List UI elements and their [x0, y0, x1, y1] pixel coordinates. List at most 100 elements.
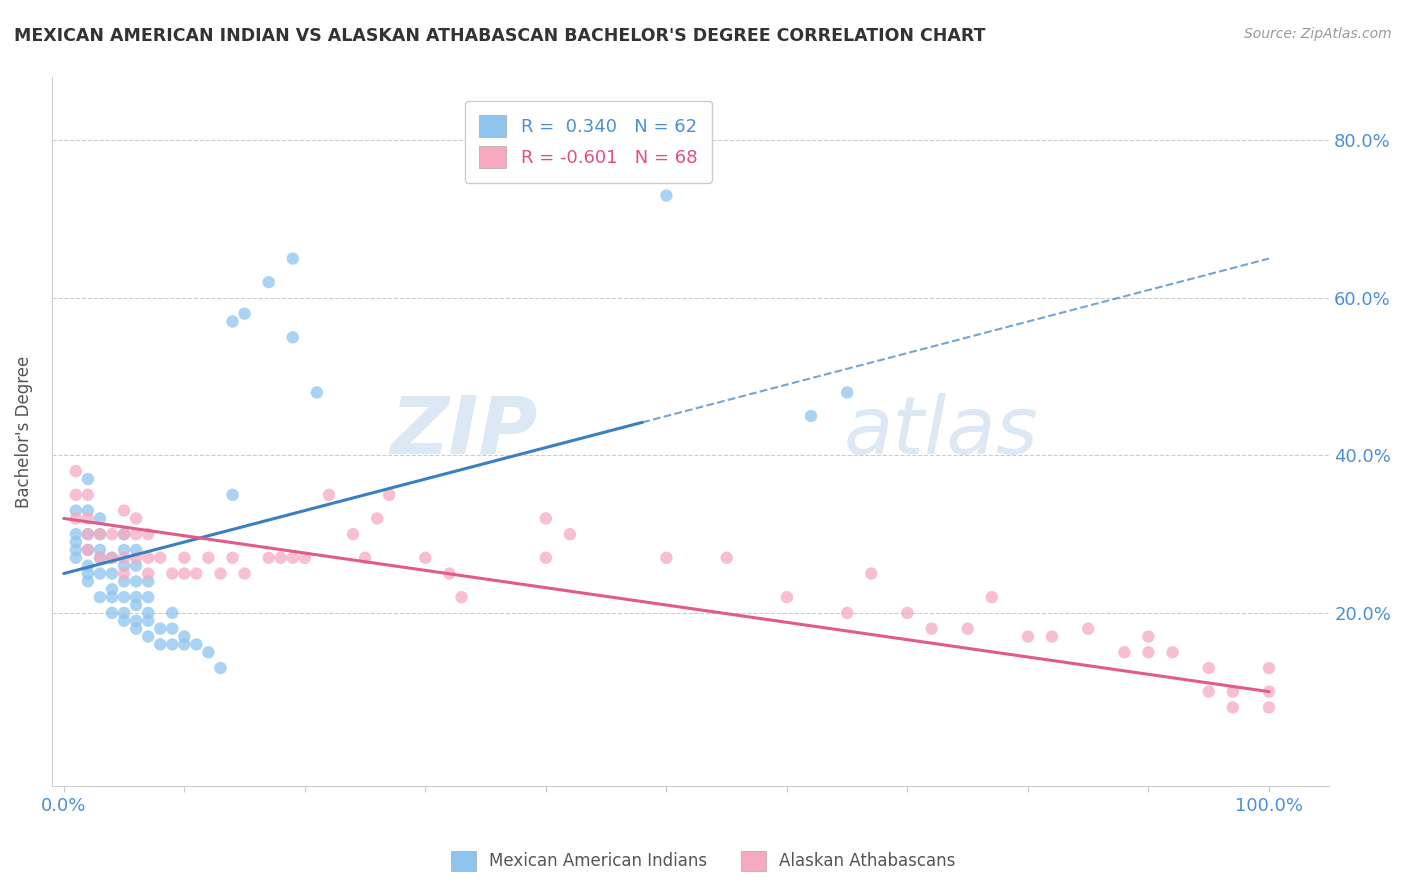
Point — [197, 550, 219, 565]
Point — [112, 590, 135, 604]
Point — [77, 566, 100, 581]
Point — [837, 385, 859, 400]
Point — [101, 606, 124, 620]
Point — [716, 550, 738, 565]
Point — [112, 550, 135, 565]
Legend: R =  0.340   N = 62, R = -0.601   N = 68: R = 0.340 N = 62, R = -0.601 N = 68 — [465, 101, 711, 183]
Point — [1258, 661, 1281, 675]
Point — [89, 527, 111, 541]
Point — [77, 574, 100, 589]
Point — [281, 550, 304, 565]
Point — [101, 550, 124, 565]
Point — [125, 598, 148, 612]
Point — [233, 307, 256, 321]
Point — [77, 558, 100, 573]
Point — [162, 566, 184, 581]
Point — [173, 550, 195, 565]
Text: atlas: atlas — [844, 392, 1039, 471]
Point — [136, 574, 159, 589]
Point — [173, 566, 195, 581]
Point — [112, 527, 135, 541]
Point — [149, 622, 172, 636]
Point — [305, 385, 328, 400]
Point — [101, 527, 124, 541]
Point — [101, 550, 124, 565]
Point — [112, 606, 135, 620]
Point — [415, 550, 437, 565]
Point — [136, 550, 159, 565]
Point — [125, 590, 148, 604]
Point — [534, 511, 557, 525]
Y-axis label: Bachelor's Degree: Bachelor's Degree — [15, 356, 32, 508]
Point — [197, 645, 219, 659]
Point — [294, 550, 316, 565]
Point — [65, 527, 87, 541]
Point — [209, 661, 232, 675]
Point — [980, 590, 1002, 604]
Point — [136, 614, 159, 628]
Point — [125, 614, 148, 628]
Point — [65, 503, 87, 517]
Point — [186, 566, 208, 581]
Point — [89, 590, 111, 604]
Legend: Mexican American Indians, Alaskan Athabascans: Mexican American Indians, Alaskan Athaba… — [443, 842, 963, 880]
Point — [1198, 661, 1220, 675]
Point — [1077, 622, 1099, 636]
Point — [173, 637, 195, 651]
Point — [162, 622, 184, 636]
Point — [77, 472, 100, 486]
Point — [136, 590, 159, 604]
Point — [125, 574, 148, 589]
Point — [65, 550, 87, 565]
Point — [1137, 630, 1160, 644]
Text: ZIP: ZIP — [389, 392, 537, 471]
Point — [860, 566, 883, 581]
Point — [1114, 645, 1136, 659]
Point — [112, 558, 135, 573]
Point — [77, 527, 100, 541]
Point — [112, 542, 135, 557]
Point — [1017, 630, 1039, 644]
Point — [342, 527, 364, 541]
Point — [101, 590, 124, 604]
Point — [1222, 700, 1244, 714]
Point — [112, 574, 135, 589]
Point — [257, 275, 280, 289]
Point — [1040, 630, 1063, 644]
Point — [77, 527, 100, 541]
Point — [1222, 684, 1244, 698]
Point — [281, 252, 304, 266]
Point — [162, 637, 184, 651]
Point — [800, 409, 823, 423]
Point — [257, 550, 280, 565]
Point — [921, 622, 943, 636]
Point — [221, 314, 243, 328]
Point — [1258, 700, 1281, 714]
Point — [270, 550, 292, 565]
Point — [136, 566, 159, 581]
Point — [173, 630, 195, 644]
Point — [65, 488, 87, 502]
Point — [136, 630, 159, 644]
Point — [378, 488, 401, 502]
Point — [136, 606, 159, 620]
Point — [101, 566, 124, 581]
Point — [77, 542, 100, 557]
Point — [655, 188, 678, 202]
Point — [89, 527, 111, 541]
Point — [89, 550, 111, 565]
Point — [149, 637, 172, 651]
Point — [125, 622, 148, 636]
Point — [77, 503, 100, 517]
Point — [89, 550, 111, 565]
Point — [125, 511, 148, 525]
Point — [1198, 684, 1220, 698]
Text: MEXICAN AMERICAN INDIAN VS ALASKAN ATHABASCAN BACHELOR'S DEGREE CORRELATION CHAR: MEXICAN AMERICAN INDIAN VS ALASKAN ATHAB… — [14, 27, 986, 45]
Point — [837, 606, 859, 620]
Point — [281, 330, 304, 344]
Point — [149, 550, 172, 565]
Point — [65, 542, 87, 557]
Point — [65, 535, 87, 549]
Point — [65, 511, 87, 525]
Point — [65, 464, 87, 478]
